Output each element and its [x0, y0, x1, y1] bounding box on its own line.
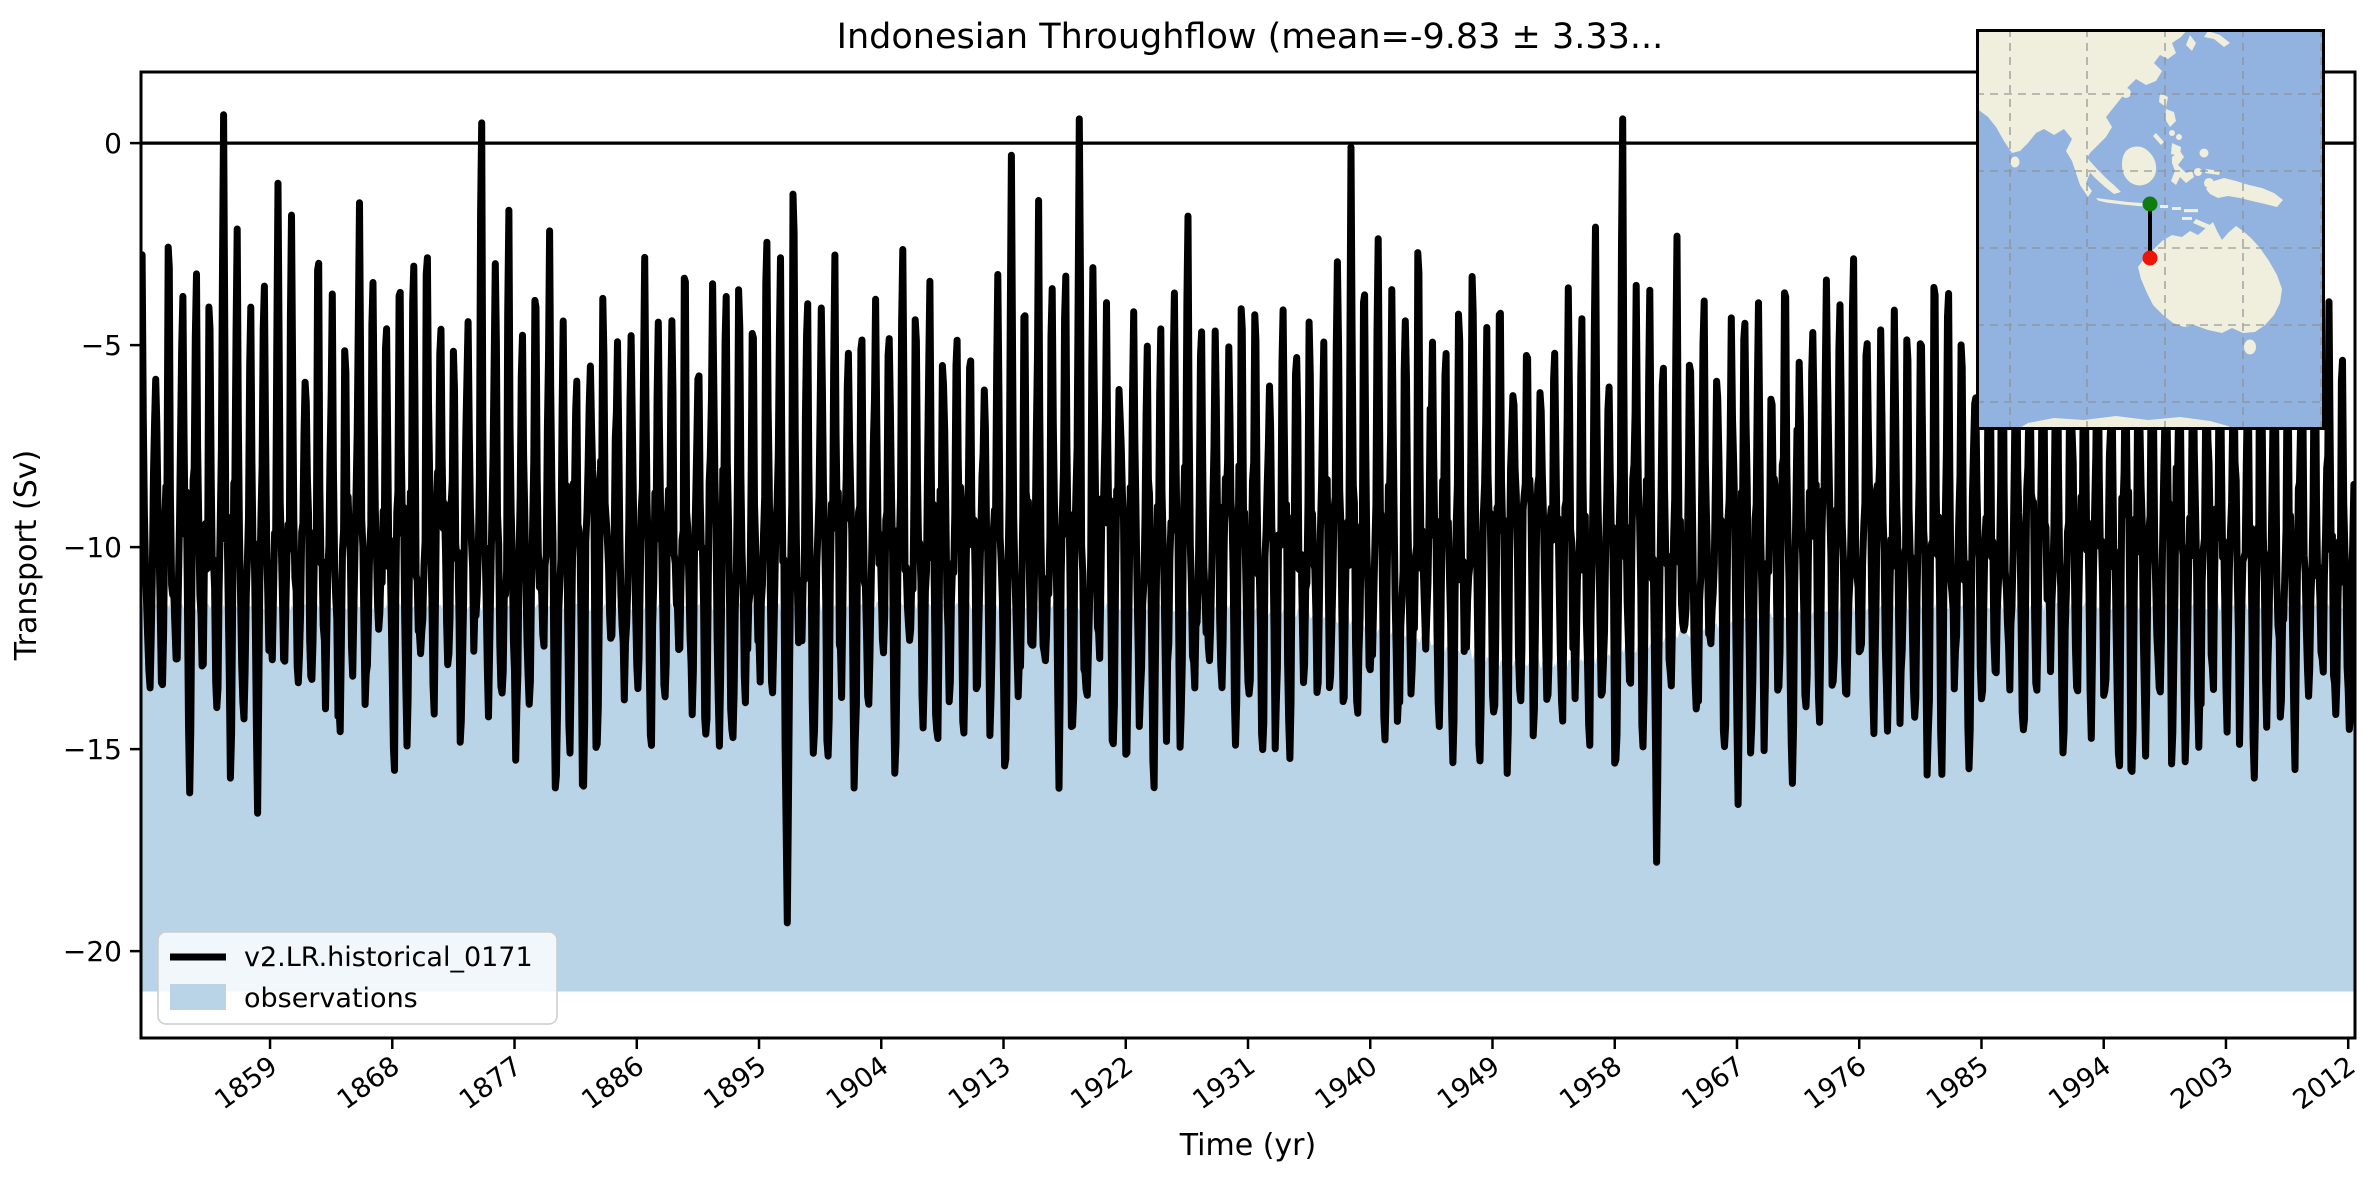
legend: v2.LR.historical_0171 observations — [157, 931, 558, 1025]
map-land-shape — [2096, 198, 2154, 207]
x-tick-label: 1877 — [454, 1051, 528, 1116]
x-tick-label: 1913 — [943, 1051, 1017, 1116]
map-land-shape — [2184, 209, 2198, 213]
x-tick-label: 1859 — [209, 1051, 283, 1116]
north-endpoint-marker — [2142, 196, 2158, 212]
x-tick-label: 1994 — [2043, 1051, 2117, 1116]
map-land-shape — [2199, 148, 2209, 158]
map-land-shape — [2171, 151, 2194, 185]
map-land-shape — [2153, 133, 2164, 145]
map-land-shape — [2169, 130, 2175, 136]
x-tick-label: 1931 — [1187, 1051, 1261, 1116]
y-tick-label: −20 — [63, 935, 122, 968]
y-axis-label: Transport (Sv) — [9, 450, 44, 662]
y-tick-label: 0 — [104, 127, 122, 160]
x-tick-label: 2003 — [2165, 1051, 2239, 1116]
x-tick-label: 1967 — [1676, 1051, 1750, 1116]
map-land-shape — [2176, 134, 2182, 140]
x-axis-ticks: 1859 1868 1877 1886 1895 1904 1913 1922 1931 1940… — [209, 1038, 2361, 1116]
map-land — [1976, 29, 2283, 430]
y-tick-label: −15 — [63, 733, 122, 766]
map-land-shape — [2206, 178, 2283, 207]
map-land-shape — [2160, 205, 2168, 208]
map-land-shape — [2122, 146, 2157, 186]
map-land-shape — [2244, 339, 2256, 355]
x-tick-label: 1904 — [821, 1051, 895, 1116]
map-land-shape — [2165, 109, 2176, 127]
y-tick-label: −5 — [81, 329, 122, 362]
x-tick-label: 1940 — [1309, 1051, 1383, 1116]
map-land-shape — [2186, 35, 2196, 51]
map-land-shape — [2193, 219, 2210, 229]
model-series-line — [141, 111, 2355, 927]
map-land-shape — [2182, 217, 2192, 220]
map-land-shape — [2204, 31, 2230, 47]
x-tick-label: 1886 — [576, 1051, 650, 1116]
map-land-shape — [2010, 156, 2020, 168]
legend-patch-swatch — [170, 984, 226, 1010]
map-land-shape — [2194, 168, 2202, 176]
y-tick-label: −10 — [63, 531, 122, 564]
x-tick-label: 1868 — [332, 1051, 406, 1116]
legend-label-model: v2.LR.historical_0171 — [244, 942, 533, 973]
legend-box — [157, 931, 558, 1025]
south-endpoint-marker — [2142, 250, 2158, 266]
chart-title: Indonesian Throughflow (mean=-9.83 ± 3.3… — [837, 17, 1664, 57]
x-tick-label: 1958 — [1554, 1051, 1628, 1116]
x-axis-label: Time (yr) — [1179, 1128, 1316, 1163]
inset-map — [1976, 29, 2325, 430]
y-axis-ticks: 0 −5 −10 −15 −20 — [63, 127, 141, 968]
map-land-shape — [2138, 222, 2282, 333]
map-land-shape — [2016, 416, 2234, 430]
x-tick-label: 1922 — [1065, 1051, 1139, 1116]
x-tick-label: 1949 — [1432, 1051, 1506, 1116]
map-land-shape — [2172, 207, 2181, 210]
map-land-shape — [2072, 149, 2121, 194]
x-tick-label: 1895 — [698, 1051, 772, 1116]
map-land-shape — [2121, 88, 2131, 98]
x-tick-label: 1976 — [1798, 1051, 1872, 1116]
map-frame — [1976, 29, 2325, 430]
x-tick-label: 2012 — [2287, 1051, 2361, 1116]
map-land-shape — [1976, 29, 2188, 197]
x-tick-label: 1985 — [1921, 1051, 1995, 1116]
legend-label-observations: observations — [244, 983, 418, 1014]
